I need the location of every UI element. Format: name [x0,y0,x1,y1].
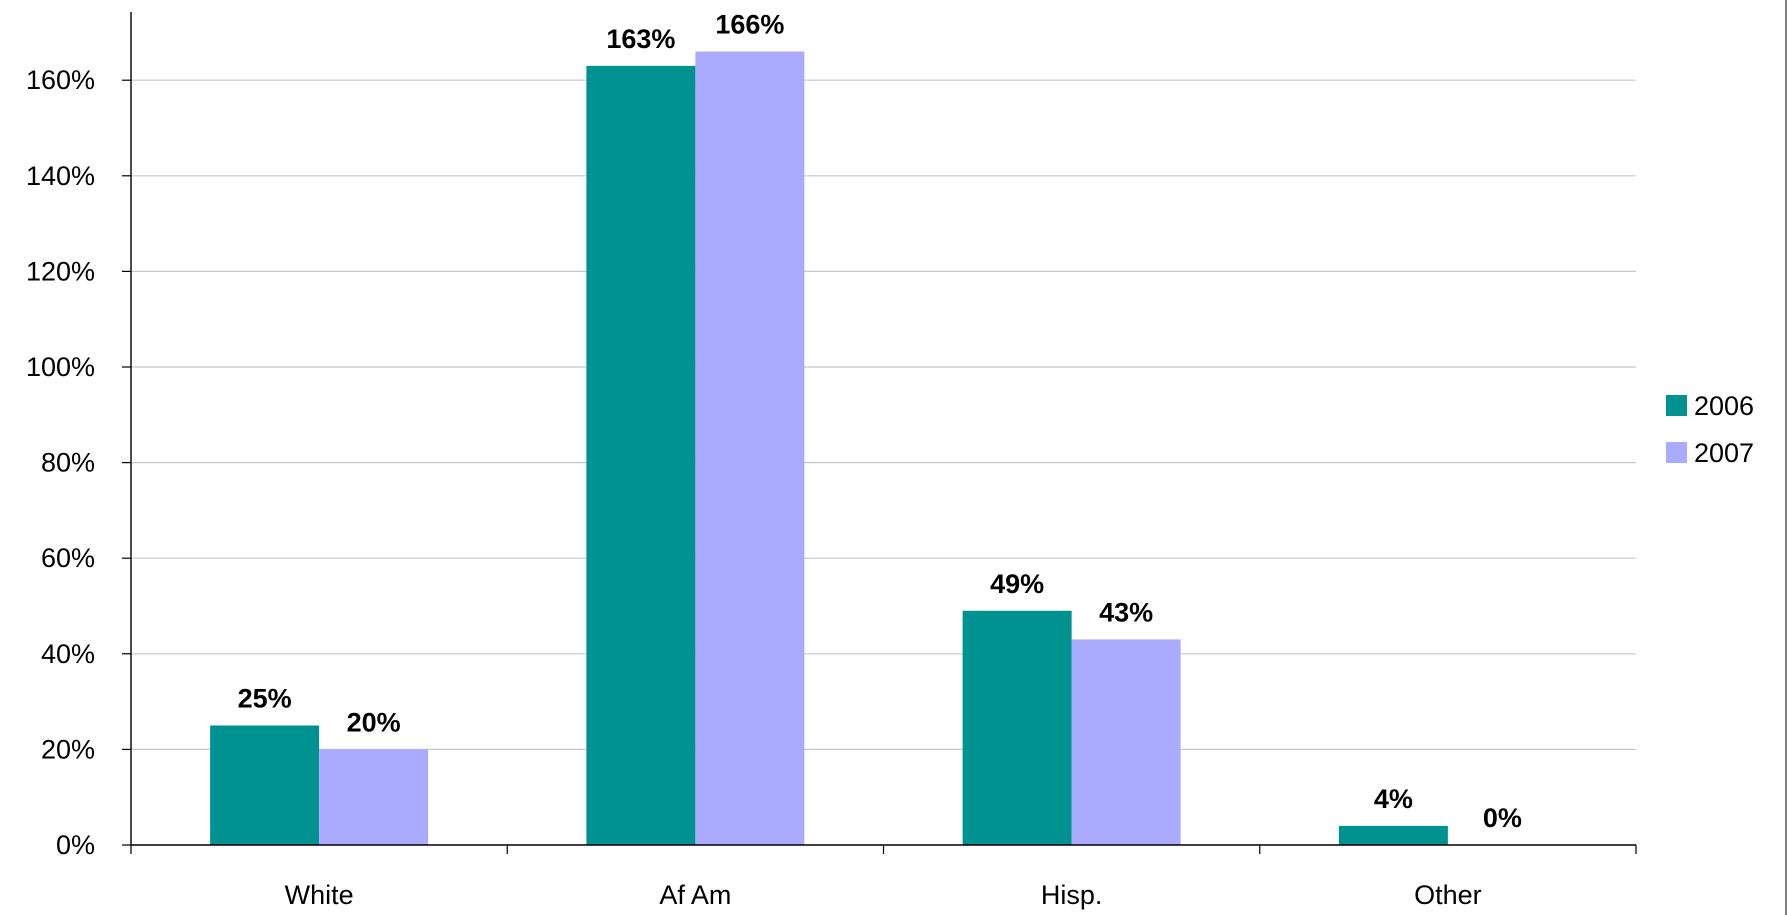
axes [122,12,1637,854]
bar-2006-hisp- [962,610,1072,845]
y-tick-label: 80% [41,448,95,478]
data-label: 25% [238,684,292,714]
data-label: 0% [1483,803,1522,833]
y-tick-label: 120% [26,256,95,286]
bar-2007-hisp- [1071,639,1181,845]
y-tick-label: 100% [26,352,95,382]
data-label: 49% [990,569,1044,599]
gridlines [131,79,1636,751]
y-tick-label: 140% [26,161,95,191]
data-label: 166% [715,10,784,40]
data-label: 43% [1099,597,1153,627]
bar-2007-white [319,749,429,845]
bar-2006-af-am [586,65,696,846]
data-label: 20% [347,707,401,737]
legend-swatch-2007 [1666,442,1687,463]
bar-2006-other [1338,825,1448,845]
legend-label: 2007 [1694,438,1754,468]
bar-2006-white [210,725,320,845]
y-tick-label: 60% [41,543,95,573]
y-tick-label: 20% [41,734,95,764]
legend-swatch-2006 [1666,395,1687,416]
y-tick-label: 40% [41,639,95,669]
bars [210,51,1448,846]
y-tick-label: 0% [56,830,95,860]
category-label: White [285,880,354,910]
legend: 2006 2007 [1666,391,1754,468]
labels: 0% 20% 40% 60% 80% 100% 120% 140% 160% 25% 20% Whit… [26,10,1522,910]
chart-border [1785,0,1787,915]
bar-2007-af-am [695,51,805,845]
data-label: 4% [1374,784,1413,814]
category-label: Other [1414,880,1482,910]
legend-label: 2006 [1694,391,1754,421]
y-tick-label: 160% [26,65,95,95]
data-label: 163% [606,24,675,54]
category-label: Hisp. [1041,880,1103,910]
category-label: Af Am [659,880,731,910]
